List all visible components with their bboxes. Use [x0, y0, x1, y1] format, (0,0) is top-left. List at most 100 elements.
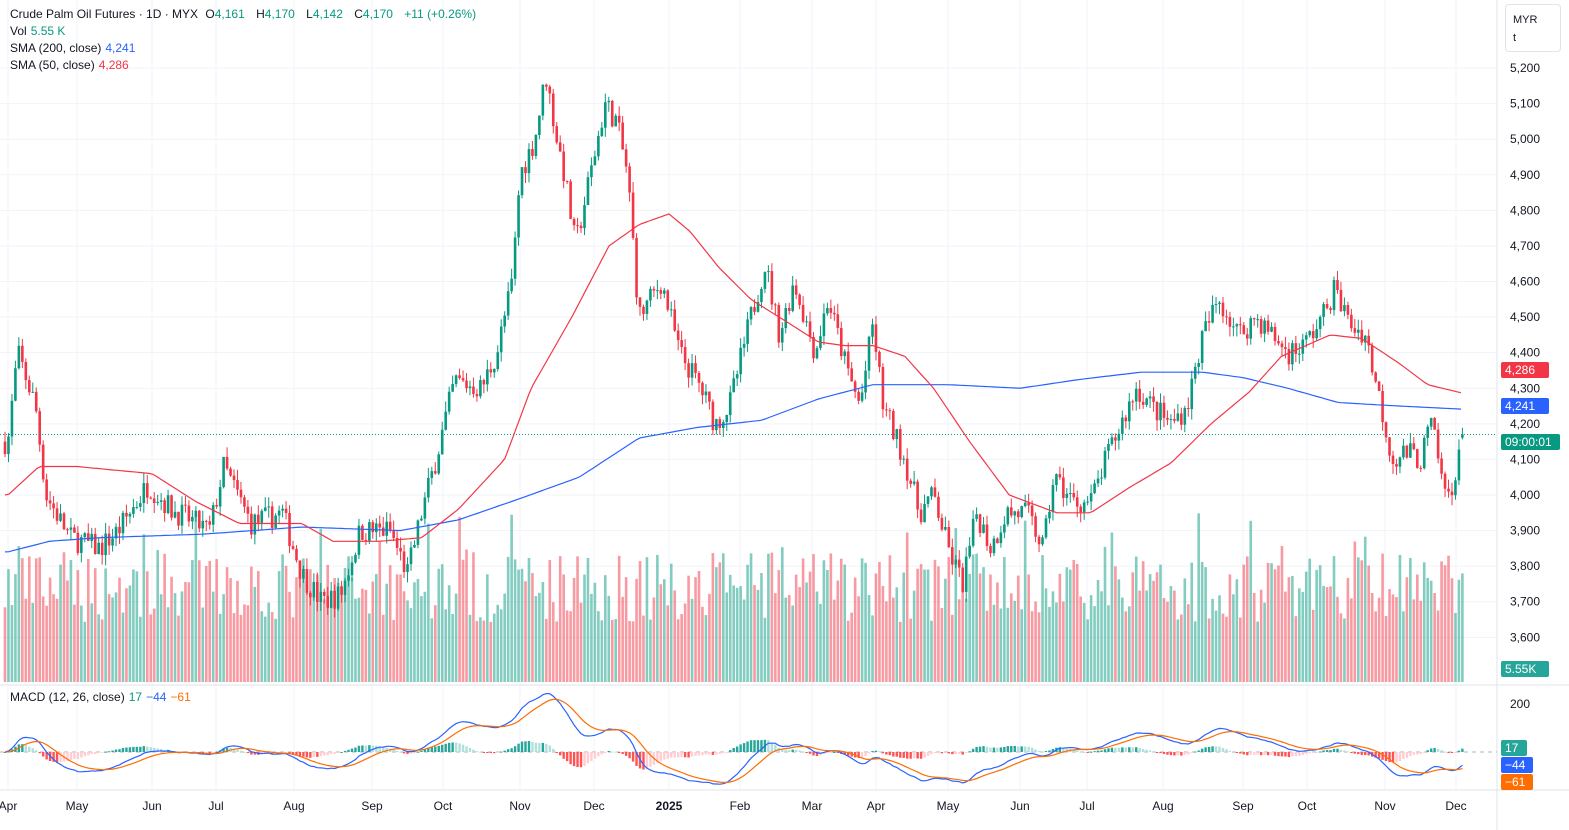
macd-histogram-bar — [1235, 752, 1239, 753]
currency-unit-button[interactable]: MYR t — [1505, 4, 1561, 52]
volume-bar — [27, 556, 31, 682]
candle-body — [1173, 418, 1176, 421]
macd-histogram-bar — [441, 744, 444, 752]
candle-body — [1402, 445, 1405, 458]
candle-body — [597, 136, 600, 157]
macd-histogram-bar — [933, 752, 937, 754]
volume-bar — [801, 558, 805, 682]
macd-histogram-bar — [899, 752, 902, 758]
macd-histogram-bar — [906, 752, 909, 759]
candle-body — [1350, 314, 1353, 329]
candle-body — [548, 86, 552, 94]
candle-body — [1010, 507, 1013, 516]
volume-bar — [34, 558, 38, 682]
volume-bar — [1062, 601, 1065, 682]
volume-legend[interactable]: Vol 5.55 K — [10, 23, 69, 40]
candle-body — [673, 309, 677, 331]
macd-histogram-bar — [892, 752, 895, 757]
volume-bar — [444, 609, 447, 682]
volume-tag: 5.55K — [1501, 661, 1549, 677]
volume-bar — [902, 572, 906, 682]
candle-body — [985, 524, 989, 547]
volume-bar — [708, 593, 711, 682]
change-value: +11 (+0.26%) — [404, 7, 477, 21]
candle-body — [281, 508, 284, 511]
macd-histogram-bar — [1409, 752, 1412, 757]
candle-body — [1079, 506, 1082, 513]
time-tick-label: Sep — [1232, 799, 1254, 813]
volume-bar — [246, 605, 250, 682]
candle-body — [118, 526, 121, 534]
macd-histogram-bar — [41, 752, 45, 757]
candle-body — [361, 525, 364, 540]
macd-histogram-bar — [1398, 752, 1402, 761]
macd-histogram-bar — [1325, 750, 1329, 752]
sma50-legend[interactable]: SMA (50, close) 4,286 — [10, 57, 133, 74]
macd-histogram-bar — [1381, 752, 1384, 760]
volume-bar — [1103, 546, 1107, 682]
macd-histogram-bar — [735, 746, 739, 752]
candle-body — [676, 330, 680, 341]
macd-histogram-bar — [1107, 748, 1110, 752]
macd-histogram-bar — [961, 752, 964, 755]
macd-histogram-bar — [1429, 748, 1433, 752]
volume-bar — [572, 577, 576, 682]
candle-body — [1457, 449, 1461, 481]
candle-body — [7, 436, 10, 455]
macd-histogram-bar — [673, 752, 676, 758]
macd-histogram-bar — [232, 748, 236, 752]
macd-histogram-bar — [409, 752, 413, 754]
volume-bar — [499, 609, 503, 682]
candle-body — [14, 368, 17, 401]
candle-body — [1152, 396, 1155, 402]
candle-body — [253, 514, 257, 535]
macd-histogram-bar — [1322, 750, 1325, 752]
volume-bar — [218, 613, 222, 682]
candle-body — [1353, 328, 1357, 333]
candle-body — [951, 547, 954, 565]
macd-histogram-bar — [1360, 752, 1363, 755]
candle-body — [871, 324, 874, 337]
candle-body — [1249, 318, 1253, 339]
volume-bar — [1422, 562, 1426, 682]
candle-body — [1343, 305, 1346, 312]
sma200-legend[interactable]: SMA (200, close) 4,241 — [10, 40, 139, 57]
macd-histogram-bar — [347, 749, 350, 752]
candle-body — [1145, 398, 1148, 405]
volume-bar — [329, 605, 333, 682]
candle-body — [454, 375, 458, 385]
candle-body — [1183, 408, 1187, 425]
macd-legend[interactable]: MACD (12, 26, close) 17 −44 −61 — [10, 689, 195, 706]
volume-bar — [659, 584, 663, 682]
macd-histogram-bar — [225, 747, 229, 752]
volume-bar — [1176, 619, 1180, 682]
volume-bar — [149, 614, 153, 682]
macd-histogram-bar — [1461, 748, 1464, 752]
volume-bar — [374, 574, 378, 682]
macd-histogram-bar — [708, 752, 711, 755]
volume-bar — [322, 599, 326, 682]
candle-body — [826, 307, 829, 314]
candle-body — [638, 297, 642, 307]
volume-bar — [1370, 593, 1374, 682]
volume-bar — [104, 568, 107, 682]
volume-bar — [992, 604, 996, 682]
volume-bar — [232, 613, 236, 682]
candle-body — [479, 380, 482, 397]
macd-histogram-bar — [343, 750, 347, 752]
candle-body — [1318, 316, 1322, 330]
candle-body — [1027, 502, 1030, 506]
candle-body — [447, 391, 451, 412]
candle-body — [215, 505, 218, 507]
time-tick-label: May — [937, 799, 960, 813]
price-tick-label: 5,000 — [1510, 132, 1540, 146]
macd-histogram-bar — [413, 752, 416, 754]
candle-body — [340, 586, 343, 595]
time-tick-label: Aug — [1152, 799, 1173, 813]
candle-body — [989, 546, 992, 554]
candle-body — [1114, 437, 1117, 441]
macd-histogram-bar — [822, 752, 826, 755]
macd-histogram-bar — [66, 752, 69, 762]
volume-bar — [697, 570, 701, 682]
